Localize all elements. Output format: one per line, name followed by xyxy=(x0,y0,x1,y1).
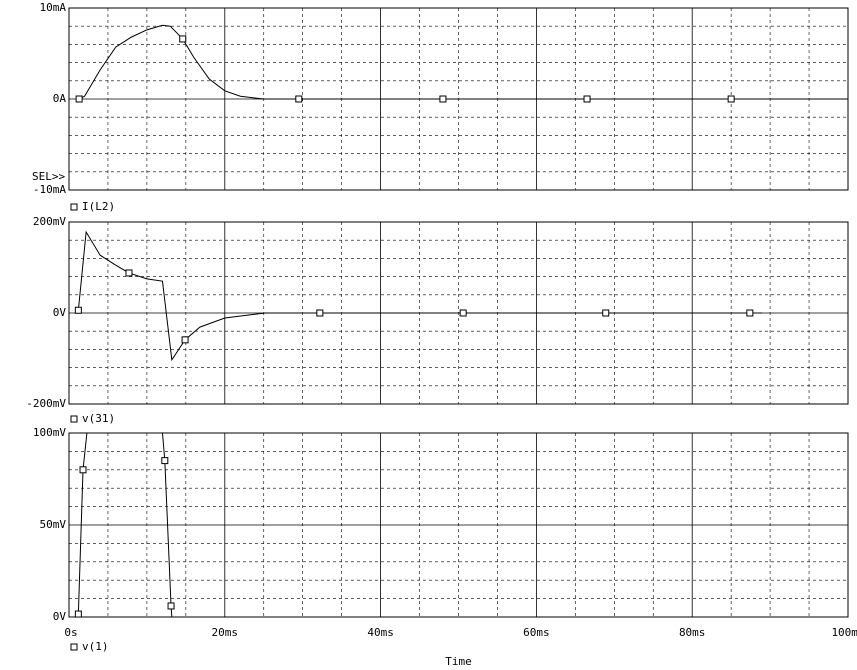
plot-frame xyxy=(68,221,849,405)
trace-marker xyxy=(74,306,82,314)
x-axis-label: Time xyxy=(445,655,472,668)
legend-symbol xyxy=(70,643,78,651)
trace-marker xyxy=(583,95,591,103)
y-tick-label: 200mV xyxy=(33,215,66,228)
y-tick-label: -200mV xyxy=(26,397,66,410)
plot-area xyxy=(68,7,849,191)
trace-marker xyxy=(316,309,324,317)
y-tick-label: 0V xyxy=(53,306,67,319)
trace-marker xyxy=(179,35,187,43)
trace xyxy=(78,24,848,100)
trace-marker xyxy=(459,309,467,317)
trace xyxy=(77,230,763,362)
x-tick-label: 60ms xyxy=(523,626,550,639)
legend-label: v(1) xyxy=(82,640,109,653)
trace-marker xyxy=(79,466,87,474)
legend-label: v(31) xyxy=(82,412,115,425)
x-tick-label: 20ms xyxy=(212,626,239,639)
legend-symbol xyxy=(70,415,78,423)
trace-marker xyxy=(74,610,82,618)
trace-marker xyxy=(727,95,735,103)
trace-marker xyxy=(295,95,303,103)
y-tick-label: 100mV xyxy=(33,426,66,439)
y-tick-label: 10mA xyxy=(40,1,67,14)
y-tick-label: 50mV xyxy=(40,518,67,531)
trace-marker xyxy=(75,95,83,103)
x-tick-label: 80ms xyxy=(679,626,706,639)
trace-marker xyxy=(746,309,754,317)
selection-label: SEL>> xyxy=(32,170,65,183)
trace-marker xyxy=(125,269,133,277)
x-tick-label: 100ms xyxy=(831,626,857,639)
plot-area xyxy=(68,221,849,405)
trace-marker xyxy=(167,602,175,610)
trace-marker xyxy=(161,457,169,465)
y-tick-label: 0A xyxy=(53,92,67,105)
plot-frame xyxy=(68,432,849,618)
x-tick-label: 40ms xyxy=(367,626,394,639)
plot-area xyxy=(68,432,849,618)
y-tick-label: 0V xyxy=(53,610,67,623)
trace-marker xyxy=(181,336,189,344)
trace-marker xyxy=(602,309,610,317)
legend-label: I(L2) xyxy=(82,200,115,213)
legend-symbol xyxy=(70,203,78,211)
trace-marker xyxy=(439,95,447,103)
x-tick-label: 0s xyxy=(64,626,77,639)
y-tick-label: -10mA xyxy=(33,183,66,196)
